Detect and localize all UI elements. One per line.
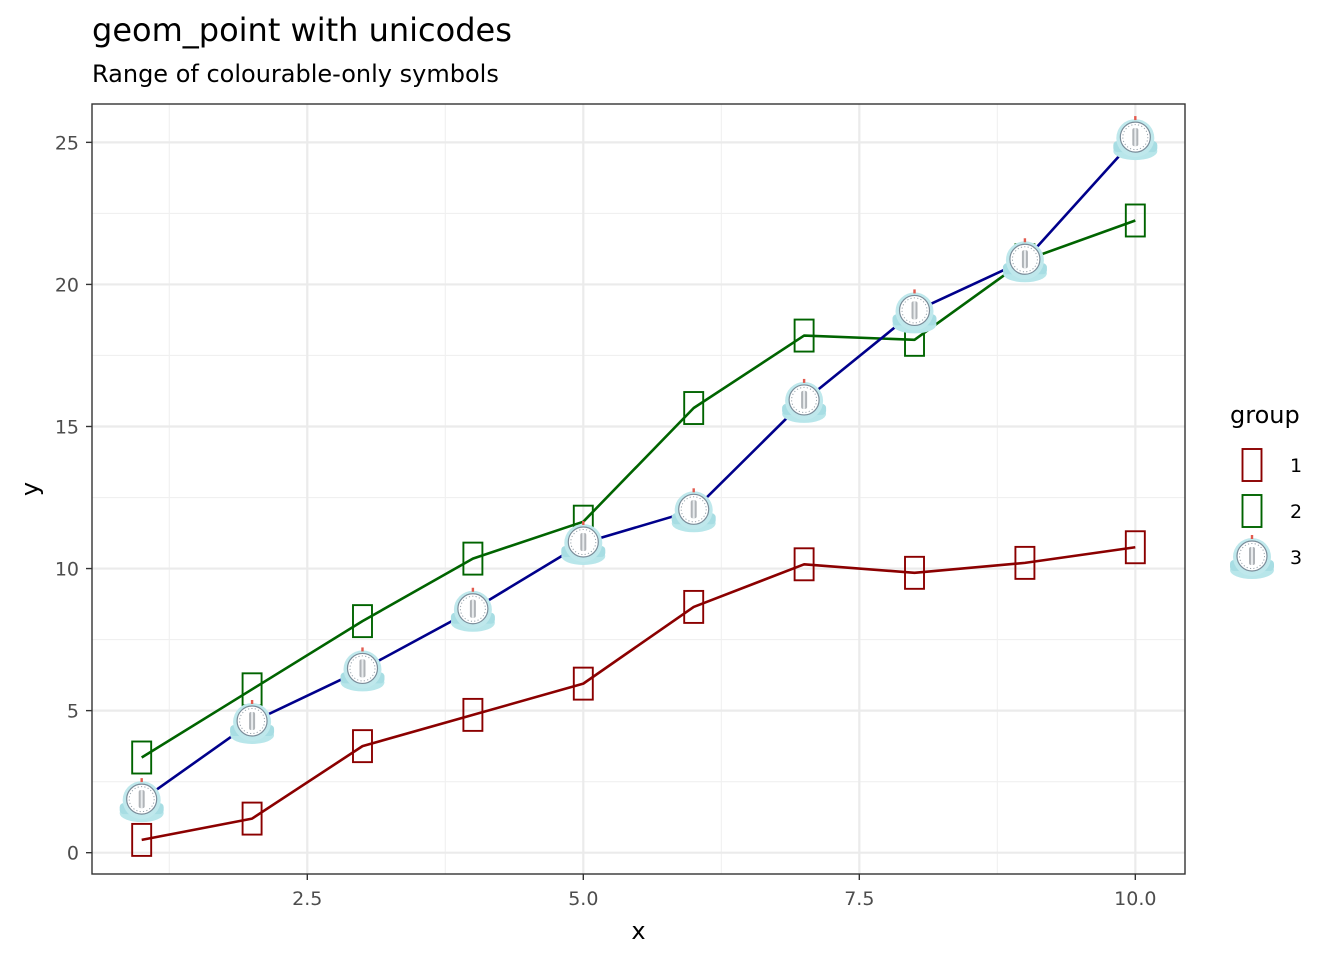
chart-subtitle: Range of colourable-only symbols — [92, 60, 499, 88]
data-point-group-1 — [904, 555, 925, 590]
series-line-3 — [140, 137, 1137, 802]
data-point-group-1 — [241, 801, 263, 836]
data-point-group-2 — [683, 391, 705, 425]
legend-key-2 — [1241, 494, 1263, 528]
legend-title: group — [1230, 401, 1300, 429]
legend-key-3 — [1229, 534, 1275, 580]
data-point-group-1 — [683, 589, 705, 624]
legend-label-2: 2 — [1290, 501, 1302, 523]
legend-label-1: 1 — [1290, 455, 1302, 477]
y-tick-label: 15 — [55, 416, 79, 438]
y-tick-label: 5 — [67, 701, 79, 723]
data-point-group-1 — [1124, 530, 1146, 565]
series-lines — [140, 137, 1137, 842]
data-point-group-1 — [462, 697, 484, 732]
data-point-group-2 — [462, 541, 484, 576]
y-tick-label: 20 — [55, 274, 79, 296]
panel-background — [92, 104, 1185, 874]
legend-key-1 — [1241, 448, 1263, 482]
plot-panel — [92, 104, 1185, 874]
x-axis-label: x — [631, 917, 645, 945]
data-point-group-1 — [1014, 545, 1036, 580]
data-point-group-2 — [352, 604, 373, 639]
data-point-group-2 — [1124, 203, 1146, 238]
axes: 2.5 5.0 7.5 10.0 0 5 10 15 20 25 — [55, 132, 1157, 910]
series-line-1 — [141, 545, 1136, 842]
x-tick-label: 7.5 — [844, 888, 874, 910]
y-tick-label: 25 — [55, 132, 79, 154]
data-point-group-1 — [352, 729, 373, 764]
data-point-group-1 — [793, 547, 815, 582]
series-line-2 — [140, 219, 1136, 759]
data-point-group-1 — [572, 666, 594, 701]
data-point-group-1 — [131, 822, 153, 857]
data-point-group-2 — [793, 318, 815, 353]
y-tick-label: 0 — [67, 843, 79, 865]
y-tick-label: 10 — [55, 559, 79, 581]
panel-frame — [91, 103, 1186, 875]
series-points — [119, 115, 1158, 857]
y-axis-label: y — [16, 482, 44, 496]
legend: group 1 2 3 — [1229, 401, 1302, 580]
x-tick-label: 10.0 — [1114, 888, 1156, 910]
panel-border — [91, 103, 1186, 875]
legend-label-3: 3 — [1290, 547, 1302, 569]
x-tick-label: 5.0 — [568, 888, 598, 910]
data-point-group-2 — [131, 740, 153, 775]
chart-title: geom_point with unicodes — [92, 11, 512, 49]
x-tick-label: 2.5 — [292, 888, 322, 910]
grid — [92, 104, 1185, 874]
